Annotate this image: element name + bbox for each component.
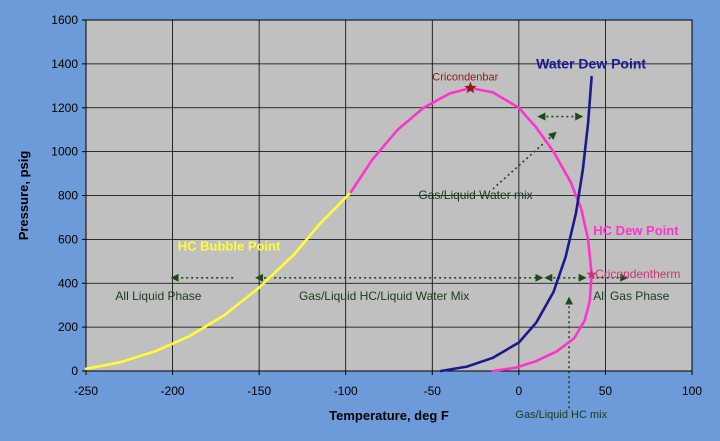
x-tick-label: -200 (161, 384, 185, 398)
phase-arrows (170, 112, 629, 409)
y-tick-label: 1400 (51, 57, 78, 71)
gas-liquid-hc-mix-label: Gas/Liquid HC mix (515, 409, 607, 421)
markers (464, 81, 597, 279)
y-tick-label: 400 (58, 276, 78, 290)
water-dew-point-label: Water Dew Point (536, 55, 646, 71)
cricondentherm-label: Cricondentherm (595, 267, 680, 281)
series-lines (84, 75, 593, 373)
gridlines (85, 19, 693, 372)
hc-bubble-point-label: HC Bubble Point (178, 238, 281, 253)
x-tick-label: 50 (599, 384, 613, 398)
cricondenbar-label: Cricondenbar (432, 71, 498, 83)
series-line (84, 190, 353, 371)
y-tick-label: 600 (58, 232, 78, 246)
y-tick-label: 800 (58, 189, 78, 203)
y-tick-label: 200 (58, 320, 78, 334)
x-tick-label: -250 (74, 384, 98, 398)
axis-ticks: -250 -200 -150 -100 -50 0 50 100020040060080010… (51, 13, 702, 398)
series-line (349, 86, 593, 373)
x-tick-label: -50 (424, 384, 442, 398)
cricondentherm-marker (586, 269, 597, 279)
annotations: Cricondenbar Cricondentherm Water Dew Poin… (115, 55, 680, 421)
y-tick-label: 1000 (51, 145, 78, 159)
hc-water-mix-label: Gas/Liquid HC/Liquid Water Mix (299, 289, 469, 303)
y-axis-title: Pressure, psig (16, 151, 31, 241)
cricondenbar-marker (464, 81, 477, 94)
y-tick-label: 1600 (51, 13, 78, 27)
series-line (439, 75, 593, 373)
x-tick-label: 100 (682, 384, 702, 398)
x-tick-label: -150 (247, 384, 271, 398)
y-tick-label: 0 (71, 364, 78, 378)
gas-liquid-water-mix-label: Gas/Liquid Water mix (418, 188, 532, 202)
x-axis-title: Temperature, deg F (329, 408, 449, 423)
hc-dew-point-label: HC Dew Point (593, 223, 679, 238)
all-gas-phase-label: All Gas Phase (593, 289, 669, 303)
water-mix-pointer (492, 131, 557, 190)
all-liquid-phase-label: All Liquid Phase (115, 289, 201, 303)
x-tick-label: 0 (516, 384, 523, 398)
x-tick-label: -100 (334, 384, 358, 398)
y-tick-label: 1200 (51, 101, 78, 115)
